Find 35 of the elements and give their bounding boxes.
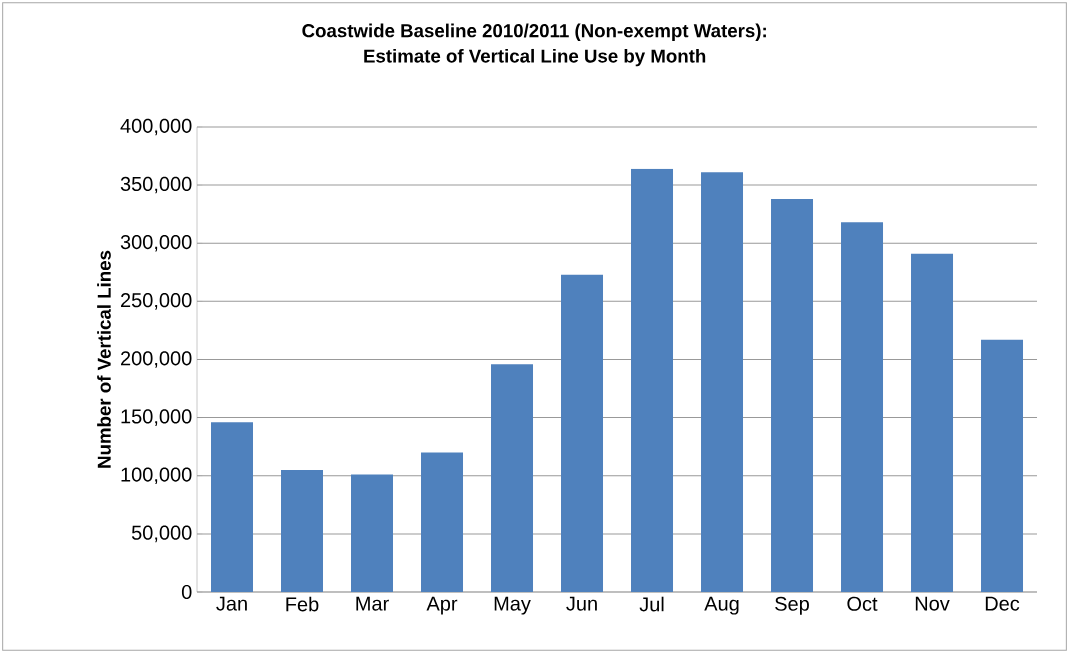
x-tick-label: Jun bbox=[566, 596, 597, 611]
x-tick-label: Jul bbox=[639, 596, 664, 612]
y-tick-label: 300,000 bbox=[120, 234, 192, 252]
x-tick-label: Aug bbox=[704, 596, 739, 615]
y-tick-label: 400,000 bbox=[120, 118, 192, 136]
y-tick-label: 100,000 bbox=[121, 467, 192, 484]
x-tick-label: Mar bbox=[356, 596, 389, 611]
y-axis-title: Number of Vertical Lines bbox=[97, 250, 111, 468]
bar bbox=[771, 199, 814, 592]
y-tick-label: 150,000 bbox=[121, 409, 192, 426]
y-tick-label: 50,000 bbox=[131, 525, 192, 543]
bar bbox=[281, 469, 324, 592]
bar bbox=[981, 339, 1024, 592]
bar bbox=[421, 452, 464, 592]
chart-title: Coastwide Baseline 2010/2011 (Non-exempt Waters): Estimate of Vertical Line Use by Month bbox=[302, 23, 766, 67]
x-tick-label: Jan bbox=[216, 596, 247, 611]
bar bbox=[911, 253, 954, 592]
bar bbox=[491, 364, 534, 592]
x-tick-label: Feb bbox=[286, 596, 319, 612]
y-tick-label: 250,000 bbox=[121, 293, 192, 310]
x-tick-label: May bbox=[494, 596, 531, 615]
x-tick-label: Nov bbox=[915, 596, 950, 611]
bar bbox=[561, 274, 604, 592]
y-tick-label: 200,000 bbox=[121, 351, 192, 368]
y-tick-label: 0 bbox=[181, 584, 192, 600]
bar bbox=[631, 168, 674, 592]
bar bbox=[211, 422, 254, 592]
bar bbox=[841, 222, 884, 592]
bar bbox=[701, 172, 744, 592]
x-tick-label: Sep bbox=[775, 596, 809, 615]
bar bbox=[351, 474, 394, 592]
x-tick-label: Apr bbox=[426, 596, 458, 615]
y-tick-label: 350,000 bbox=[120, 176, 192, 194]
x-tick-label: Oct bbox=[847, 596, 878, 611]
x-tick-label: Dec bbox=[985, 596, 1020, 611]
